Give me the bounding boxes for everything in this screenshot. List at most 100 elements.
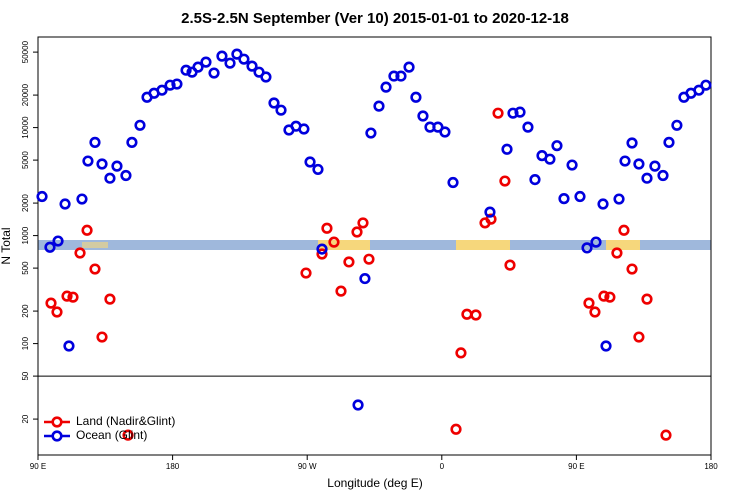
- data-point: [566, 159, 578, 171]
- data-point: [316, 243, 328, 255]
- data-point: [619, 155, 631, 167]
- data-point: [104, 172, 116, 184]
- legend-label: Ocean (Glint): [76, 428, 147, 442]
- data-point: [660, 429, 672, 441]
- data-point: [410, 91, 422, 103]
- data-point: [641, 172, 653, 184]
- chart-title: 2.5S-2.5N September (Ver 10) 2015-01-01 …: [181, 10, 569, 27]
- data-point: [156, 84, 168, 96]
- y-tick-label: 100: [21, 336, 30, 350]
- x-tick-label: 90 E: [30, 462, 46, 471]
- data-point: [224, 57, 236, 69]
- data-point: [76, 193, 88, 205]
- y-tick-label: 2000: [21, 194, 30, 212]
- x-tick-label: 90 E: [568, 462, 584, 471]
- data-point: [268, 97, 280, 109]
- y-tick-label: 10000: [21, 116, 30, 139]
- data-point: [352, 399, 364, 411]
- data-point: [122, 429, 134, 441]
- data-point: [492, 107, 504, 119]
- data-point: [61, 290, 73, 302]
- data-point: [365, 127, 377, 139]
- data-point: [260, 71, 272, 83]
- y-tick-label: 500: [21, 261, 30, 275]
- legend-marker: [51, 430, 63, 442]
- data-point: [693, 84, 705, 96]
- data-point: [439, 126, 451, 138]
- data-point: [455, 347, 467, 359]
- data-point: [380, 81, 392, 93]
- data-point: [529, 173, 541, 186]
- data-point: [450, 423, 462, 435]
- data-point: [522, 121, 534, 133]
- data-point: [275, 104, 287, 116]
- data-point: [417, 110, 429, 122]
- data-point: [611, 247, 623, 259]
- y-tick-label: 20000: [21, 83, 30, 106]
- legend-label: Land (Nadir&Glint): [76, 414, 175, 428]
- data-point: [82, 155, 94, 167]
- y-tick-label: 50000: [21, 40, 30, 63]
- y-tick-label: 5000: [21, 151, 30, 169]
- data-point: [671, 119, 683, 131]
- data-point: [192, 61, 204, 73]
- data-point: [663, 136, 675, 148]
- data-point: [507, 107, 519, 119]
- data-point: [59, 198, 71, 210]
- data-point: [134, 119, 146, 131]
- legend-marker: [51, 416, 63, 428]
- data-point: [388, 70, 400, 82]
- x-tick-label: 180: [166, 462, 180, 471]
- y-tick-label: 50: [21, 371, 30, 380]
- data-point: [373, 100, 385, 112]
- data-point: [104, 293, 116, 305]
- y-tick-label: 200: [21, 304, 30, 318]
- x-tick-label: 0: [440, 462, 445, 471]
- data-point: [461, 308, 473, 320]
- data-point: [357, 217, 369, 229]
- data-point: [304, 156, 316, 168]
- data-point: [641, 293, 653, 305]
- data-point: [514, 106, 526, 118]
- data-point: [447, 176, 459, 189]
- data-point: [120, 169, 132, 182]
- data-point: [470, 309, 482, 321]
- data-point: [44, 241, 56, 253]
- y-tick-label: 1000: [21, 226, 30, 244]
- data-point: [649, 160, 661, 172]
- y-axis-label: N Total: [0, 227, 13, 264]
- data-point: [316, 248, 328, 260]
- data-point: [328, 236, 340, 248]
- data-point: [598, 290, 610, 302]
- data-point: [89, 136, 101, 148]
- data-point: [96, 158, 108, 170]
- data-point: [51, 306, 63, 318]
- data-point: [164, 79, 176, 91]
- data-point: [74, 247, 86, 259]
- x-axis-label: Longitude (deg E): [327, 476, 422, 490]
- data-point: [633, 158, 645, 170]
- surface-strip: [38, 240, 711, 250]
- data-point: [52, 235, 64, 247]
- data-point: [604, 291, 616, 303]
- data-point: [36, 190, 48, 203]
- data-point: [96, 331, 108, 343]
- data-point: [363, 253, 375, 265]
- data-point: [335, 285, 347, 297]
- data-point: [597, 198, 609, 210]
- data-point: [238, 53, 250, 65]
- data-point: [618, 224, 630, 236]
- data-point: [321, 222, 333, 234]
- data-point: [590, 236, 602, 248]
- data-point: [359, 272, 371, 285]
- data-point: [231, 48, 243, 60]
- data-point: [216, 50, 228, 62]
- data-point: [300, 267, 312, 279]
- data-point: [583, 297, 595, 309]
- plot-frame: [37, 36, 712, 456]
- data-point: [657, 169, 669, 182]
- data-point: [111, 160, 123, 172]
- data-point: [180, 64, 192, 76]
- data-point: [700, 79, 712, 91]
